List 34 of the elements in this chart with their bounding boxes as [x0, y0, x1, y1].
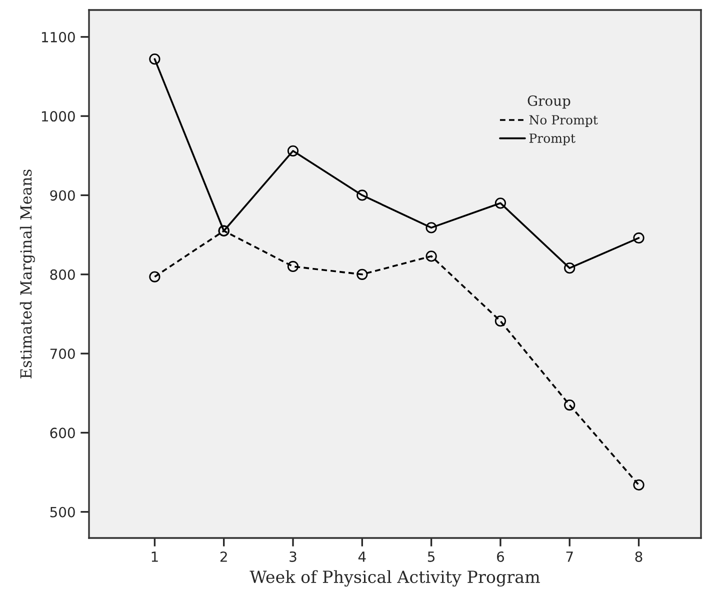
- x-axis-title: Week of Physical Activity Program: [250, 570, 540, 587]
- point: [426, 222, 437, 234]
- point: [287, 145, 299, 156]
- point: [494, 198, 506, 209]
- point: [633, 479, 644, 491]
- y-tick-label: 700: [50, 348, 75, 360]
- point: [356, 190, 368, 201]
- point: [149, 271, 160, 282]
- point: [633, 232, 644, 244]
- point: [149, 54, 160, 65]
- y-axis-title: Estimated Marginal Means: [20, 170, 35, 378]
- x-tick-label: 5: [428, 552, 435, 562]
- x-tick-label: 2: [220, 551, 227, 562]
- point: [287, 260, 299, 272]
- point: [564, 262, 576, 274]
- x-tick-label: 6: [497, 551, 504, 562]
- legend-label: No Prompt: [529, 115, 598, 127]
- x-tick-label: 3: [290, 551, 296, 562]
- y-tick-label: 500: [50, 506, 75, 518]
- point: [494, 316, 506, 327]
- point: [564, 399, 576, 411]
- point: [356, 268, 368, 280]
- x-tick-label: 1: [152, 552, 158, 562]
- legend-title: Group: [528, 95, 570, 109]
- y-tick-label: 1000: [42, 111, 75, 122]
- x-tick-label: 4: [358, 552, 366, 562]
- x-tick-label: 8: [635, 551, 642, 562]
- x-tick-label: 7: [566, 552, 573, 562]
- y-tick-label: 1100: [42, 32, 75, 42]
- point: [426, 250, 437, 262]
- y-tick-label: 600: [50, 428, 75, 438]
- legend-label: Prompt: [529, 134, 576, 146]
- y-tick-label: 900: [50, 190, 75, 201]
- y-tick-label: 800: [50, 269, 75, 280]
